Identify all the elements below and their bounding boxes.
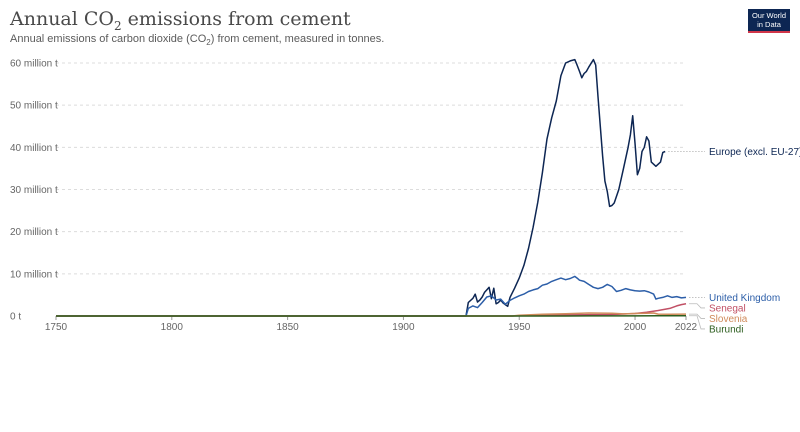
y-axis-ticks: 0 t 10 million t 20 million t 30 million t 4… — [10, 59, 58, 323]
y-tick-label: 60 million t — [10, 59, 58, 70]
x-tick-label: 2022 — [675, 322, 698, 333]
x-tick-label: 2000 — [624, 322, 647, 333]
logo-accent-bar — [748, 31, 790, 33]
series-lines — [56, 58, 687, 317]
x-tick-label: 1800 — [161, 322, 184, 333]
y-tick-label: 20 million t — [10, 227, 58, 238]
y-tick-label: 10 million t — [10, 269, 58, 280]
series-label[interactable]: Europe (excl. EU-27) — [709, 147, 800, 158]
series-line[interactable] — [56, 275, 687, 317]
y-tick-label: 40 million t — [10, 143, 58, 154]
series-line[interactable] — [56, 58, 666, 317]
label-connector — [689, 315, 705, 330]
label-connector — [689, 313, 705, 319]
x-tick-label: 1750 — [45, 322, 68, 333]
y-tick-label: 50 million t — [10, 101, 58, 112]
x-tick-label: 1850 — [276, 322, 299, 333]
series-label[interactable]: Senegal — [709, 303, 746, 314]
y-tick-label: 0 t — [10, 312, 21, 323]
label-connector — [689, 303, 705, 309]
owid-logo[interactable]: Our World in Data — [748, 9, 790, 33]
x-tick-label: 1900 — [392, 322, 415, 333]
x-tick-label: 1950 — [508, 322, 531, 333]
series-line[interactable] — [56, 303, 687, 317]
grid-lines — [56, 62, 686, 275]
series-label[interactable]: Slovenia — [709, 314, 748, 325]
series-line[interactable] — [56, 312, 687, 317]
chart-subtitle: Annual emissions of carbon dioxide (CO2)… — [10, 33, 385, 48]
series-label[interactable]: United Kingdom — [709, 293, 780, 304]
y-tick-label: 30 million t — [10, 185, 58, 196]
series-label[interactable]: Burundi — [709, 324, 743, 335]
chart-title: Annual CO2 emissions from cement — [10, 8, 351, 33]
series-labels: Europe (excl. EU-27) United KingdomSenega… — [668, 147, 800, 335]
x-axis: 1750 1800 1850 1900 1950 2000 2022 — [45, 315, 698, 333]
